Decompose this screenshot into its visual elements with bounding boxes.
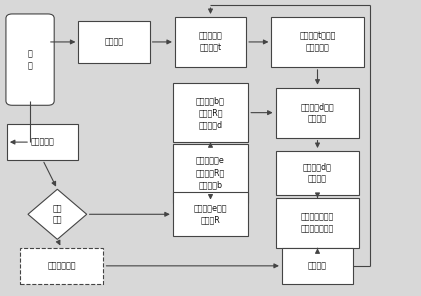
Bar [20,248,104,284]
Text: 初始化参数: 初始化参数 [31,138,55,147]
Bar [272,17,364,67]
Bar [175,17,246,67]
Text: 开
始: 开 始 [28,49,32,70]
Bar [282,248,353,284]
FancyBboxPatch shape [6,14,54,105]
Text: 控制操作: 控制操作 [104,37,123,46]
Polygon shape [28,189,87,239]
Text: 根据平均密度计
算点的显示大小: 根据平均密度计 算点的显示大小 [301,213,334,234]
Bar [78,21,149,62]
Bar [275,198,360,248]
Bar [173,192,248,237]
Text: 坐标空间e等分
成范围R: 坐标空间e等分 成范围R [194,204,227,225]
Bar [173,144,248,202]
Text: 根据密度d计
算透明度: 根据密度d计 算透明度 [303,163,332,184]
Bar [275,151,360,195]
Text: 根据时间t平滑地
缩放，平移: 根据时间t平滑地 缩放，平移 [299,32,336,52]
Bar [173,83,248,142]
Bar [275,88,360,138]
Text: 获取上一帧
渲染时间t: 获取上一帧 渲染时间t [199,32,222,52]
Text: 数据
处理: 数据 处理 [53,204,62,225]
Text: 点数小于一千: 点数小于一千 [47,261,76,270]
Bar [7,124,78,160]
Text: 渲染视图: 渲染视图 [308,261,327,270]
Text: 根据基数b计
算范围R内
点的密度d: 根据基数b计 算范围R内 点的密度d [196,96,225,129]
Text: 根据密度d缩减
点的个数: 根据密度d缩减 点的个数 [301,102,334,123]
Text: 根据等分数e
确定范围R内
点的基数b: 根据等分数e 确定范围R内 点的基数b [196,157,225,189]
